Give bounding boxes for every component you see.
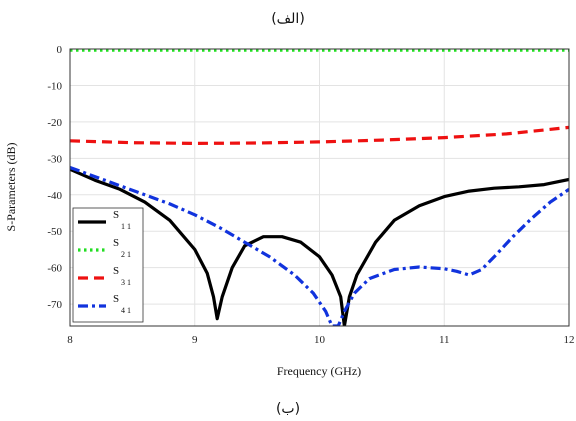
plot-frame <box>69 48 570 327</box>
legend-label-s41: S <box>113 293 119 305</box>
y-tick-label: -20 <box>47 117 62 129</box>
legend-subscript-s41: 4 1 <box>121 306 131 315</box>
x-tick-labels: 8 9 10 11 12 <box>67 334 574 346</box>
legend-subscript-s11: 1 1 <box>121 222 131 231</box>
y-tick-label: -10 <box>47 80 62 92</box>
y-tick-label: -50 <box>47 226 62 238</box>
legend-subscript-s31: 3 1 <box>121 278 131 287</box>
y-tick-labels: 0 -10 -20 -30 -40 -50 -60 -70 <box>47 44 62 311</box>
y-axis-label: S-Parameters (dB) <box>4 143 18 232</box>
x-tick-label: 12 <box>564 334 575 346</box>
caption-top: (الف) <box>271 11 305 27</box>
grid-lines <box>69 48 570 326</box>
legend: S1 1S2 1S3 1S4 1 <box>72 207 144 323</box>
x-tick-label: 10 <box>314 334 326 346</box>
legend-label-s21: S <box>113 237 119 249</box>
x-tick-label: 11 <box>439 334 450 346</box>
series-line-s41 <box>70 165 569 326</box>
y-tick-label: -70 <box>47 299 62 311</box>
y-tick-label: 0 <box>57 44 63 56</box>
series-line-s11 <box>70 167 569 326</box>
legend-subscript-s21: 2 1 <box>121 250 131 259</box>
series-line-s31 <box>70 125 569 145</box>
x-tick-label: 9 <box>192 334 198 346</box>
caption-bottom: (ب) <box>276 401 300 417</box>
series-layer <box>70 49 569 326</box>
y-tick-label: -30 <box>47 153 62 165</box>
legend-label-s31: S <box>113 265 119 277</box>
y-tick-label: -40 <box>47 190 62 202</box>
legend-label-s11: S <box>113 209 119 221</box>
legend-box <box>72 207 144 323</box>
x-axis-label: Frequency (GHz) <box>277 364 361 378</box>
x-tick-label: 8 <box>67 334 73 346</box>
y-tick-label: -60 <box>47 263 62 275</box>
